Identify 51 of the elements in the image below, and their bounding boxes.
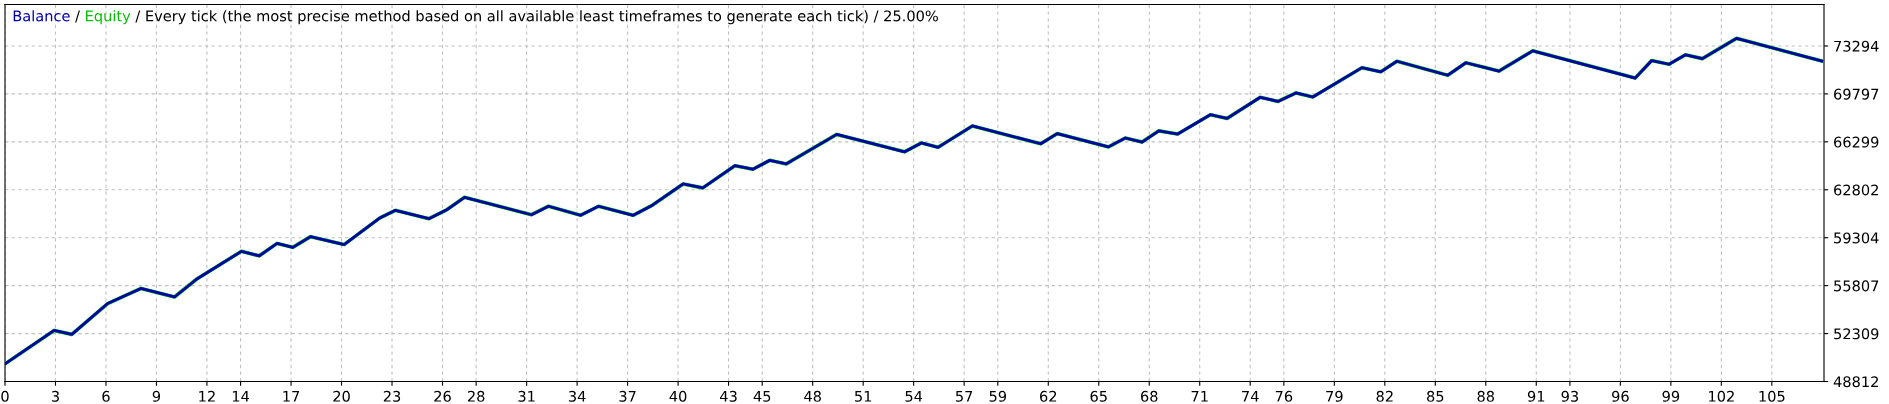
y-tick-label: 59304 bbox=[1834, 232, 1879, 244]
text: Equity bbox=[86, 10, 131, 25]
x-tick-label: 17 bbox=[283, 390, 300, 402]
x-tick-label: 57 bbox=[955, 390, 973, 402]
x-tick-label: 51 bbox=[855, 390, 872, 402]
x-tick-label: 102 bbox=[1709, 390, 1734, 402]
x-tick-label: 34 bbox=[568, 390, 586, 402]
x-tick-label: 105 bbox=[1759, 390, 1785, 402]
x-tick-label: 9 bbox=[152, 390, 161, 402]
x-tick-label: 43 bbox=[720, 390, 737, 402]
x-tick-label: 59 bbox=[989, 390, 1007, 402]
x-tick-label: 76 bbox=[1275, 390, 1293, 402]
x-tick-label: 23 bbox=[383, 390, 401, 402]
x-tick-label: 65 bbox=[1090, 390, 1107, 402]
y-tick-label: 69797 bbox=[1834, 88, 1879, 100]
x-tick-label: 26 bbox=[434, 390, 451, 402]
y-tick-label: 48812 bbox=[1833, 376, 1878, 388]
x-tick-label: 99 bbox=[1662, 390, 1680, 402]
x-tick-label: 0 bbox=[1, 390, 9, 402]
text: Balance bbox=[13, 10, 70, 22]
y-tick-label: 62802 bbox=[1834, 184, 1878, 196]
x-tick-label: 62 bbox=[1040, 390, 1057, 402]
x-tick-label: 96 bbox=[1612, 390, 1629, 402]
y-tick-label: 73294 bbox=[1834, 40, 1879, 52]
x-tick-label: 6 bbox=[102, 390, 110, 402]
y-tick-label: 66299 bbox=[1834, 136, 1879, 148]
x-tick-label: 48 bbox=[804, 390, 821, 402]
x-tick-label: 3 bbox=[51, 390, 59, 402]
x-tick-label: 31 bbox=[518, 390, 535, 402]
y-tick-label: 55807 bbox=[1834, 280, 1879, 292]
x-tick-label: 12 bbox=[199, 390, 215, 402]
x-tick-label: 91 bbox=[1527, 390, 1545, 402]
x-tick-label: 14 bbox=[232, 390, 250, 402]
chart-title: Every tick (the most precise method based on all available least timeframes to generate each tick) / 25.00% bbox=[146, 10, 938, 25]
x-tick-label: 82 bbox=[1376, 390, 1393, 402]
x-tick-label: 85 bbox=[1427, 390, 1444, 402]
x-tick-label: 45 bbox=[753, 390, 771, 402]
x-tick-label: 93 bbox=[1561, 390, 1579, 402]
x-tick-label: 71 bbox=[1191, 390, 1208, 402]
x-tick-label: 40 bbox=[669, 390, 687, 402]
x-tick-label: 88 bbox=[1477, 390, 1495, 402]
x-tick-label: 20 bbox=[333, 390, 350, 402]
annotation: / bbox=[75, 10, 80, 23]
x-tick-label: 79 bbox=[1326, 390, 1343, 402]
x-tick-label: 68 bbox=[1140, 390, 1158, 402]
x-tick-label: 28 bbox=[467, 390, 485, 402]
x-tick-label: 74 bbox=[1242, 390, 1259, 402]
y-tick-label: 52309 bbox=[1834, 328, 1879, 340]
x-tick-label: 54 bbox=[905, 390, 923, 402]
x-tick-label: 37 bbox=[619, 390, 636, 402]
annotation: / bbox=[135, 10, 141, 23]
